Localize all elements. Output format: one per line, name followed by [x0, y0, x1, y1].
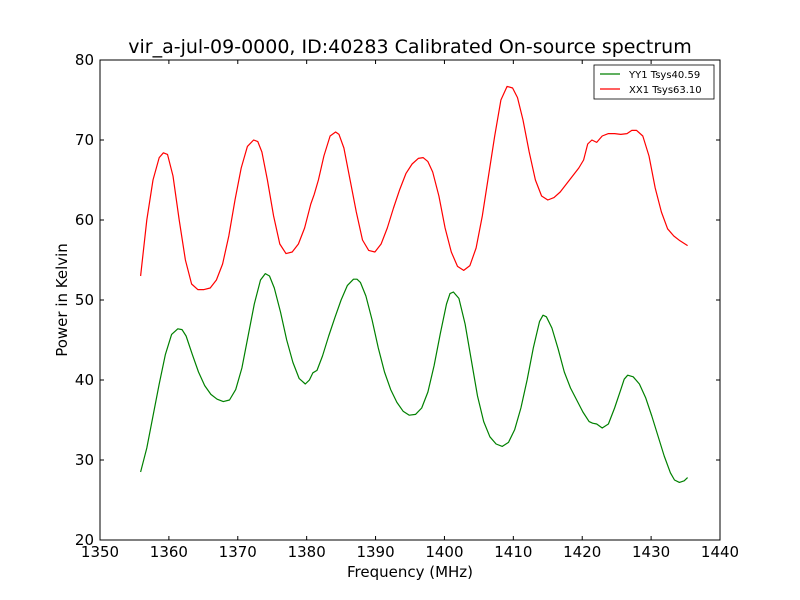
x-tick-label: 1370	[219, 543, 257, 561]
x-tick-label: 1360	[150, 543, 188, 561]
x-tick-label: 1400	[425, 543, 463, 561]
y-tick-label: 40	[75, 371, 94, 389]
x-tick-label: 1380	[288, 543, 326, 561]
plot-frame	[99, 59, 721, 541]
x-tick-label: 1350	[81, 543, 119, 561]
series-layer	[140, 85, 689, 483]
x-tick-label: 1440	[701, 543, 739, 561]
y-tick-label: 20	[75, 531, 94, 549]
legend-label-yy1: YY1 Tsys40.59	[628, 70, 700, 81]
x-tick-label: 1410	[494, 543, 532, 561]
legend-box	[593, 64, 715, 100]
y-tick-label: 80	[75, 51, 94, 69]
y-tick-label: 30	[75, 451, 94, 469]
legend-label-xx1: XX1 Tsys63.10	[629, 85, 702, 96]
y-tick-label: 70	[75, 131, 94, 149]
x-tick-label: 1430	[632, 543, 670, 561]
y-tick-label: 50	[75, 291, 94, 309]
legend: YY1 Tsys40.59 XX1 Tsys63.10	[593, 64, 715, 100]
x-tick-label: 1390	[356, 543, 394, 561]
y-tick-label: 60	[75, 211, 94, 229]
x-axis-label: Frequency (MHz)	[347, 563, 473, 581]
chart-title: vir_a-jul-09-0000, ID:40283 Calibrated O…	[128, 36, 692, 58]
y-axis-label: Power in Kelvin	[53, 243, 71, 357]
series-line-xx1	[140, 85, 688, 291]
series-line-yy1	[140, 273, 689, 483]
x-tick-label: 1420	[563, 543, 601, 561]
y-axis: 20 30 40 50 60 70 80	[75, 51, 720, 549]
x-axis: 1350 1360 1370 1380 1390 1400 1410 1420 1430 1440	[81, 60, 739, 561]
